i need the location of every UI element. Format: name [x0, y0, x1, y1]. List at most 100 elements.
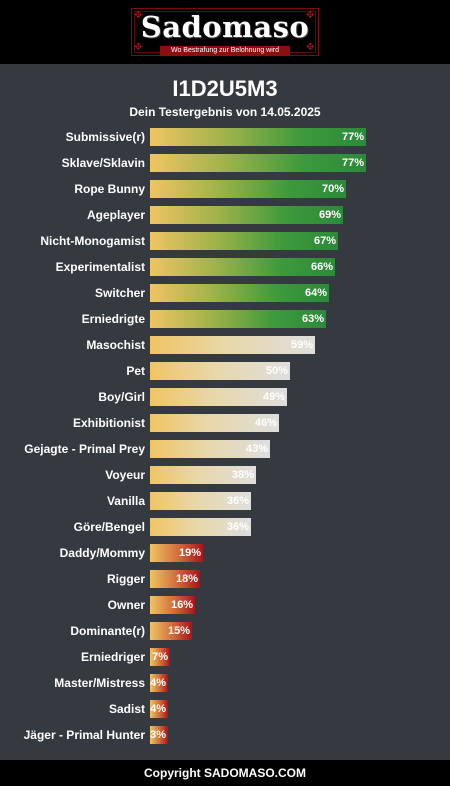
- category-label: Experimentalist: [55, 260, 145, 274]
- result-subtitle: Dein Testergebnis von 14.05.2025: [129, 105, 321, 119]
- score-bar: 7%: [150, 648, 170, 666]
- result-row: Rigger 18%: [0, 569, 450, 589]
- site-logo[interactable]: ✥ ✥ ✥ ✥ Sadomaso Wo Bestrafung zur Beloh…: [131, 8, 319, 56]
- score-label: 63%: [301, 313, 324, 325]
- category-label: Master/Mistress: [54, 676, 145, 690]
- score-label: 43%: [245, 443, 268, 455]
- score-label: 36%: [226, 495, 249, 507]
- score-label: 77%: [341, 131, 364, 143]
- result-row: Göre/Bengel 36%: [0, 517, 450, 537]
- score-label: 69%: [318, 209, 341, 221]
- category-label: Rigger: [106, 572, 145, 586]
- category-label: Dominante(r): [70, 624, 145, 638]
- header-bar: ✥ ✥ ✥ ✥ Sadomaso Wo Bestrafung zur Beloh…: [0, 0, 450, 64]
- result-row: Nicht-Monogamist 67%: [0, 231, 450, 251]
- result-row: Experimentalist 66%: [0, 257, 450, 277]
- score-bar: 16%: [150, 596, 195, 614]
- result-row: Pet 50%: [0, 361, 450, 381]
- score-label: 66%: [310, 261, 333, 273]
- score-label: 59%: [290, 339, 313, 351]
- result-row: Erniedrigte 63%: [0, 309, 450, 329]
- category-label: Boy/Girl: [98, 390, 145, 404]
- category-label: Pet: [126, 364, 145, 378]
- score-bar: 50%: [150, 362, 290, 380]
- result-row: Switcher 64%: [0, 283, 450, 303]
- score-label: 64%: [304, 287, 327, 299]
- score-label: 70%: [321, 183, 344, 195]
- category-label: Masochist: [86, 338, 145, 352]
- logo-title: Sadomaso: [140, 10, 310, 44]
- score-label: 19%: [178, 547, 201, 559]
- result-row: Vanilla 36%: [0, 491, 450, 511]
- score-label: 50%: [265, 365, 288, 377]
- score-bar: 63%: [150, 310, 326, 328]
- score-bar: 69%: [150, 206, 343, 224]
- category-label: Voyeur: [105, 468, 145, 482]
- category-label: Göre/Bengel: [73, 520, 145, 534]
- result-row: Rope Bunny 70%: [0, 179, 450, 199]
- score-bar: 19%: [150, 544, 203, 562]
- score-bar: 4%: [150, 700, 168, 718]
- result-row: Dominante(r) 15%: [0, 621, 450, 641]
- score-label: 18%: [175, 573, 198, 585]
- score-label: 4%: [150, 677, 166, 689]
- result-row: Master/Mistress 4%: [0, 673, 450, 693]
- ornament-icon: ✥: [134, 10, 143, 21]
- category-label: Ageplayer: [86, 208, 145, 222]
- score-bar: 36%: [150, 518, 251, 536]
- result-row: Submissive(r) 77%: [0, 127, 450, 147]
- category-label: Erniedriger: [80, 650, 145, 664]
- score-label: 46%: [254, 417, 277, 429]
- result-row: Jäger - Primal Hunter 3%: [0, 725, 450, 745]
- category-label: Owner: [107, 598, 145, 612]
- category-label: Sadist: [108, 702, 145, 716]
- result-row: Gejagte - Primal Prey 43%: [0, 439, 450, 459]
- ornament-icon: ✥: [306, 42, 315, 53]
- score-bar: 67%: [150, 232, 338, 250]
- score-bar: 77%: [150, 154, 366, 172]
- result-row: Daddy/Mommy 19%: [0, 543, 450, 563]
- category-label: Jäger - Primal Hunter: [23, 728, 145, 742]
- score-bar: 70%: [150, 180, 346, 198]
- result-row: Sadist 4%: [0, 699, 450, 719]
- logo-tagline: Wo Bestrafung zur Belohnung wird: [160, 46, 290, 56]
- score-bar: 77%: [150, 128, 366, 146]
- score-label: 49%: [262, 391, 285, 403]
- category-label: Exhibitionist: [73, 416, 145, 430]
- result-row: Voyeur 38%: [0, 465, 450, 485]
- ornament-icon: ✥: [306, 10, 315, 21]
- category-label: Switcher: [94, 286, 145, 300]
- score-label: 15%: [167, 625, 190, 637]
- result-row: Owner 16%: [0, 595, 450, 615]
- score-label: 36%: [226, 521, 249, 533]
- score-label: 77%: [341, 157, 364, 169]
- result-row: Exhibitionist 46%: [0, 413, 450, 433]
- score-label: 3%: [150, 729, 166, 741]
- score-bar: 59%: [150, 336, 315, 354]
- score-bar: 3%: [150, 726, 168, 744]
- score-label: 4%: [150, 703, 166, 715]
- result-row: Ageplayer 69%: [0, 205, 450, 225]
- category-label: Erniedrigte: [81, 312, 145, 326]
- score-bar: 18%: [150, 570, 200, 588]
- category-label: Sklave/Sklavin: [61, 156, 145, 170]
- category-label: Rope Bunny: [74, 182, 145, 196]
- score-label: 7%: [152, 651, 168, 663]
- category-label: Submissive(r): [65, 130, 145, 144]
- result-row: Boy/Girl 49%: [0, 387, 450, 407]
- category-label: Daddy/Mommy: [59, 546, 145, 560]
- result-title: I1D2U5M3: [172, 76, 278, 101]
- score-bar: 38%: [150, 466, 256, 484]
- category-label: Gejagte - Primal Prey: [24, 442, 145, 456]
- ornament-icon: ✥: [134, 42, 143, 53]
- score-label: 67%: [313, 235, 336, 247]
- result-row: Masochist 59%: [0, 335, 450, 355]
- score-bar: 64%: [150, 284, 329, 302]
- footer-copyright: Copyright SADOMASO.COM: [0, 760, 450, 786]
- score-label: 16%: [170, 599, 193, 611]
- category-label: Nicht-Monogamist: [40, 234, 145, 248]
- score-bar: 43%: [150, 440, 270, 458]
- category-label: Vanilla: [106, 494, 145, 508]
- score-label: 38%: [231, 469, 254, 481]
- result-row: Erniedriger 7%: [0, 647, 450, 667]
